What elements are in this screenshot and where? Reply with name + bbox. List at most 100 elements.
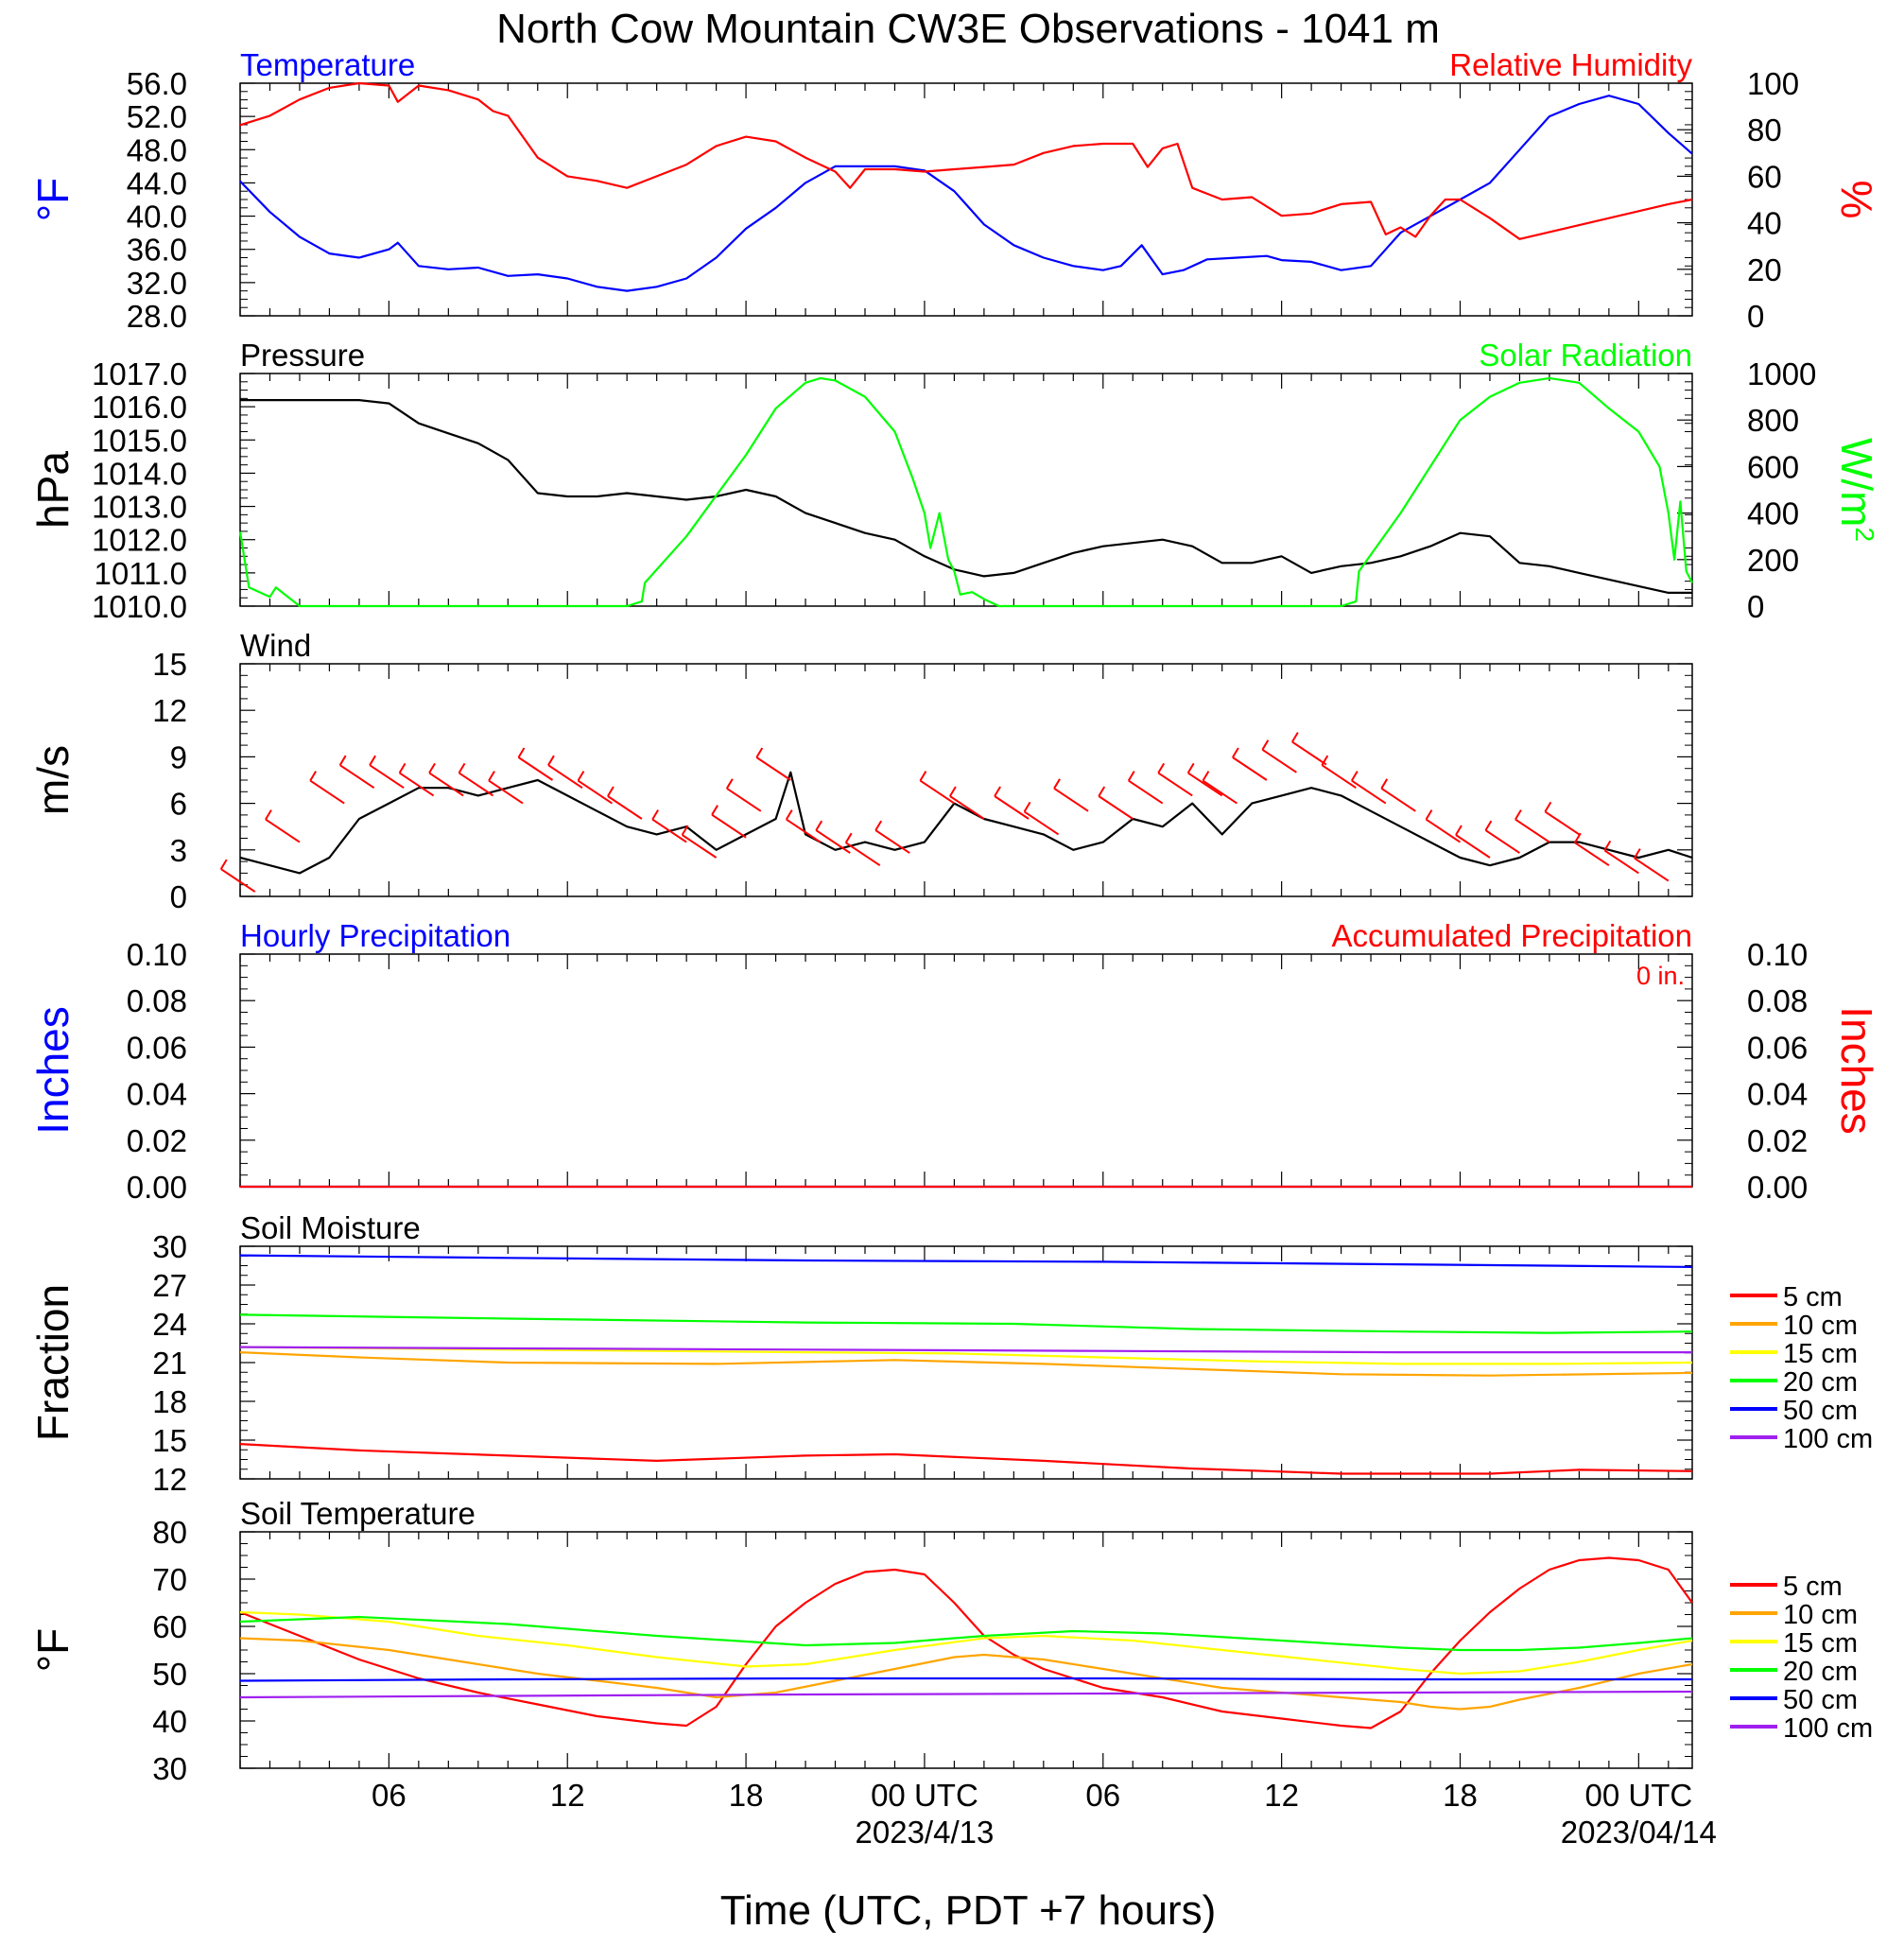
- wind-barb-flag: [1544, 801, 1552, 812]
- series-line-15-cm: [239, 1610, 1693, 1676]
- y-tick-label-right: 600: [1747, 449, 1799, 484]
- wind-barb-flag: [1380, 778, 1389, 790]
- y-tick-label-left: 27: [152, 1268, 187, 1303]
- y-tick-label-left: 18: [152, 1384, 187, 1419]
- y-tick-label-left: 1010.0: [92, 589, 187, 624]
- wind-barb: [755, 756, 791, 781]
- wind-barb: [1024, 810, 1060, 836]
- wind-barb: [1351, 779, 1387, 805]
- series-line-solar-radiation: [238, 376, 1693, 608]
- wind-barb-flag: [1321, 755, 1329, 766]
- wind-barb: [488, 779, 524, 805]
- wind-barb-flag: [398, 762, 407, 773]
- wind-barb-flag: [815, 820, 823, 831]
- y-tick-label-left: 50: [152, 1657, 187, 1692]
- legend-label: 50 cm: [1783, 1396, 1858, 1426]
- wind-barb: [1157, 772, 1193, 797]
- legend-label: 5 cm: [1783, 1572, 1843, 1602]
- wind-barb-flag: [1232, 747, 1239, 758]
- wind-barb-flag: [1290, 732, 1299, 743]
- legend-label: 100 cm: [1783, 1713, 1873, 1744]
- panel-title-right: Solar Radiation: [1479, 338, 1692, 373]
- y-axis-label-right-sup: 2: [1851, 527, 1880, 542]
- panel-pressure_solar: 1010.01011.01012.01013.01014.01015.01016…: [28, 338, 1881, 624]
- y-tick-label-left: 0.08: [127, 983, 187, 1018]
- wind-barb: [994, 795, 1030, 820]
- wind-barb: [711, 813, 747, 839]
- wind-barb: [845, 842, 881, 867]
- wind-barb-flag: [1574, 832, 1582, 843]
- wind-barb-flag: [681, 825, 689, 836]
- wind-barb: [1634, 857, 1670, 882]
- y-tick-label-right: 20: [1747, 252, 1782, 287]
- wind-barb: [949, 795, 985, 820]
- wind-barb-flag: [1157, 762, 1166, 773]
- x-axis-label: Time (UTC, PDT +7 hours): [720, 1887, 1216, 1934]
- y-tick-label-left: 0.00: [127, 1170, 187, 1205]
- panel-title-left: Hourly Precipitation: [240, 918, 511, 953]
- y-tick-label-left: 15: [152, 647, 187, 682]
- wind-barb: [577, 779, 613, 805]
- wind-barb: [458, 772, 494, 797]
- series-line-20-cm: [239, 1615, 1693, 1652]
- x-tick-label: 06: [372, 1778, 407, 1813]
- wind-barb-flag: [725, 778, 734, 790]
- y-tick-label-right: 0.02: [1747, 1123, 1808, 1158]
- legend-label: 15 cm: [1783, 1339, 1858, 1369]
- series-line-20-cm: [239, 1313, 1693, 1334]
- wind-barb: [428, 772, 464, 797]
- panels: 28.032.036.040.044.048.052.056.002040608…: [28, 47, 1881, 1850]
- wind-barb: [1128, 779, 1164, 805]
- wind-barb: [517, 756, 554, 781]
- series-line-10-cm: [239, 1637, 1693, 1711]
- wind-barb: [1321, 764, 1357, 790]
- wind-barb-flag: [1425, 809, 1433, 821]
- y-tick-label-right: 60: [1747, 159, 1782, 194]
- wind-barb: [1380, 787, 1416, 812]
- x-tick-label: 18: [729, 1778, 764, 1813]
- wind-barb: [874, 829, 910, 854]
- wind-barb: [265, 818, 301, 843]
- y-axis-label-right: W/m2: [1832, 438, 1881, 542]
- panel-wind: 0 3 6 9 12 15 Wind m/s: [28, 628, 1693, 914]
- panel-title-right: Accumulated Precipitation: [1331, 918, 1692, 953]
- wind-barb: [919, 779, 955, 805]
- y-tick-label-left: 80: [152, 1515, 187, 1550]
- series-line-100-cm: [239, 1690, 1693, 1699]
- panel-title-right: Relative Humidity: [1449, 47, 1692, 82]
- y-tick-label-right: 80: [1747, 113, 1782, 148]
- y-tick-label-left: 1015.0: [92, 423, 187, 458]
- wind-barb: [607, 795, 643, 820]
- plot-frame: [239, 953, 1693, 1188]
- wind-barb: [726, 787, 762, 812]
- wind-barb: [1484, 829, 1520, 854]
- y-tick-label-left: 40: [152, 1704, 187, 1739]
- panel-precipitation: 0.00 0.02 0.04 0.06 0.08 0.10 0.00 0.02 0.04 0.06…: [28, 918, 1881, 1205]
- y-axis-label-right: Inches: [1832, 1006, 1881, 1135]
- y-tick-label-left: 70: [152, 1562, 187, 1597]
- y-tick-label-left: 56.0: [127, 66, 187, 101]
- series-line-100-cm: [239, 1346, 1692, 1354]
- y-tick-label-left: 0.04: [127, 1077, 187, 1112]
- wind-barb-flag: [265, 809, 272, 821]
- y-tick-label-left: 36.0: [127, 233, 187, 268]
- y-axis-label-left: Fraction: [28, 1284, 78, 1441]
- wind-barb: [1261, 748, 1297, 773]
- legend-label: 20 cm: [1783, 1367, 1858, 1398]
- wind-barb-flag: [338, 755, 347, 766]
- wind-barb-flag: [488, 771, 495, 782]
- y-tick-label-right: 0.08: [1747, 983, 1808, 1018]
- wind-barb-flag: [755, 747, 764, 758]
- y-tick-label-right: 40: [1747, 206, 1782, 241]
- wind-barb: [1202, 779, 1238, 805]
- y-tick-label-left: 0.02: [127, 1123, 187, 1158]
- series-line-wind-speed: [239, 771, 1693, 875]
- y-tick-label-left: 44.0: [127, 165, 187, 200]
- wind-barb-flag: [651, 809, 659, 821]
- wind-barb-flag: [607, 786, 614, 797]
- wind-barb-flag: [547, 755, 555, 766]
- y-tick-label-left: 9: [170, 739, 187, 774]
